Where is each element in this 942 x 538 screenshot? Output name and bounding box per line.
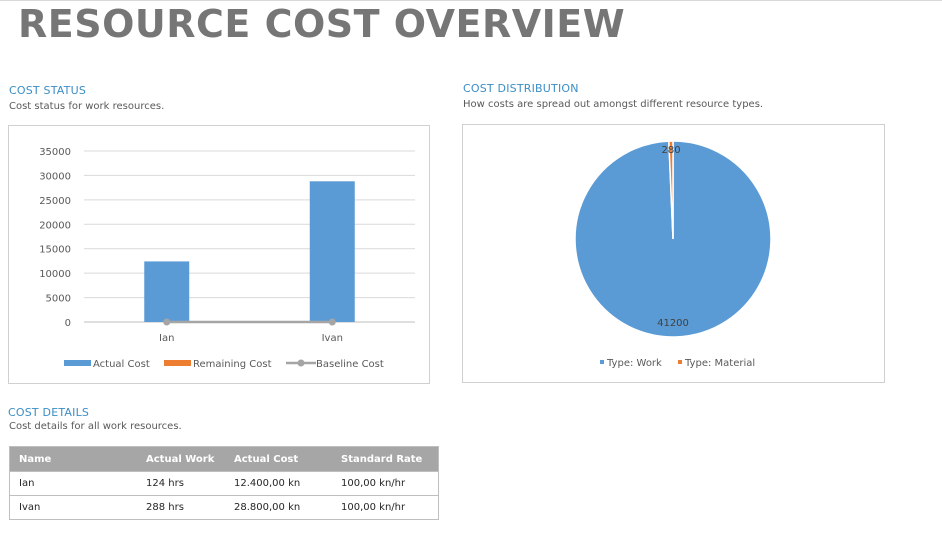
cell-actual-cost: 28.800,00 kn <box>225 495 332 520</box>
table-header-row: Name Actual Work Actual Cost Standard Ra… <box>9 446 439 472</box>
cost-distribution-title: COST DISTRIBUTION <box>463 82 579 95</box>
legend-swatch <box>164 360 191 366</box>
cost-details-subtitle: Cost details for all work resources. <box>9 421 182 432</box>
legend-marker-baseline-cost <box>297 359 305 367</box>
cost-status-subtitle: Cost status for work resources. <box>9 101 165 112</box>
cost-status-chart[interactable]: 35000 30000 25000 20000 15000 10000 5000 0 Ian Iv… <box>8 125 430 384</box>
y-tick-label: 25000 <box>39 196 71 207</box>
legend-swatch <box>600 360 604 364</box>
cost-distribution-chart[interactable]: 41200 280 Type: Work Type: Material <box>462 124 885 383</box>
cell-actual-cost: 12.400,00 kn <box>225 471 332 496</box>
x-tick-label: Ivan <box>322 333 343 344</box>
baseline-cost-point <box>163 318 171 326</box>
cost-distribution-chart-svg: 41200 280 Type: Work Type: Material <box>574 140 772 369</box>
pie-data-label: 41200 <box>657 318 689 329</box>
pie-slice <box>668 140 674 240</box>
cost-distribution-subtitle: How costs are spread out amongst differe… <box>463 99 764 110</box>
y-tick-label: 30000 <box>39 171 71 182</box>
legend-label: Baseline Cost <box>316 359 384 370</box>
column-header-actual-work[interactable]: Actual Work <box>137 446 225 472</box>
cell-standard-rate: 100,00 kn/hr <box>332 471 439 496</box>
legend-label: Actual Cost <box>93 359 150 370</box>
y-tick-label: 35000 <box>39 147 71 158</box>
cost-details-table: Name Actual Work Actual Cost Standard Ra… <box>9 446 439 520</box>
y-tick-label: 20000 <box>39 220 71 231</box>
cost-status-title: COST STATUS <box>9 84 87 97</box>
legend-label: Type: Work <box>606 358 662 369</box>
page-title: RESOURCE COST OVERVIEW <box>18 2 626 46</box>
cell-actual-work: 124 hrs <box>137 471 225 496</box>
legend-swatch <box>678 360 682 364</box>
cell-standard-rate: 100,00 kn/hr <box>332 495 439 520</box>
cell-name: Ivan <box>9 495 137 520</box>
baseline-cost-point <box>328 318 336 326</box>
column-header-standard-rate[interactable]: Standard Rate <box>332 446 439 472</box>
top-border <box>0 0 942 1</box>
cell-name: Ian <box>9 471 137 496</box>
bar-actual-cost <box>309 181 355 322</box>
y-tick-label: 10000 <box>39 269 71 280</box>
legend-label: Type: Material <box>684 358 755 369</box>
column-header-name[interactable]: Name <box>9 446 137 472</box>
cell-actual-work: 288 hrs <box>137 495 225 520</box>
table-row: Ian 124 hrs 12.400,00 kn 100,00 kn/hr <box>9 471 439 496</box>
y-tick-label: 0 <box>65 318 71 329</box>
legend-swatch <box>64 360 91 366</box>
y-tick-label: 5000 <box>46 294 71 305</box>
legend-label: Remaining Cost <box>193 359 272 370</box>
bar-actual-cost <box>144 261 190 322</box>
cost-details-title: COST DETAILS <box>8 406 90 419</box>
table-row: Ivan 288 hrs 28.800,00 kn 100,00 kn/hr <box>9 495 439 520</box>
y-tick-label: 15000 <box>39 245 71 256</box>
pie-data-label: 280 <box>662 145 681 156</box>
column-header-actual-cost[interactable]: Actual Cost <box>225 446 332 472</box>
x-tick-label: Ian <box>159 333 174 344</box>
cost-status-chart-svg: 35000 30000 25000 20000 15000 10000 5000 0 Ian Iv… <box>39 147 415 370</box>
